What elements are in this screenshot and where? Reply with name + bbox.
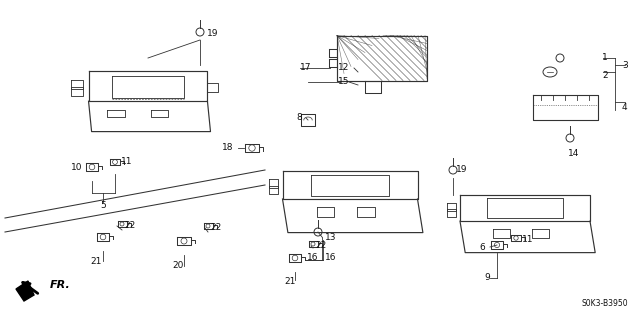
Text: 15: 15 — [338, 78, 349, 86]
Text: S0K3-B3950: S0K3-B3950 — [581, 299, 628, 308]
Text: 8: 8 — [296, 114, 302, 122]
Text: 16: 16 — [307, 254, 319, 263]
Text: 16: 16 — [325, 253, 337, 262]
Text: 19: 19 — [207, 28, 218, 38]
Text: 1: 1 — [602, 53, 608, 62]
Text: 18: 18 — [221, 144, 233, 152]
Text: 22: 22 — [210, 224, 221, 233]
Text: 17: 17 — [300, 63, 312, 72]
Text: 6: 6 — [479, 242, 485, 251]
Text: 13: 13 — [325, 233, 337, 241]
Text: 22: 22 — [124, 221, 135, 231]
Text: 12: 12 — [338, 63, 349, 72]
Text: 11: 11 — [522, 235, 534, 244]
Polygon shape — [16, 281, 34, 301]
Text: 14: 14 — [568, 149, 579, 158]
Text: 9: 9 — [484, 273, 490, 283]
Text: 5: 5 — [100, 202, 106, 211]
Text: 20: 20 — [172, 262, 184, 271]
Text: 3: 3 — [622, 62, 628, 70]
Text: 19: 19 — [456, 166, 467, 174]
Text: 22: 22 — [315, 241, 326, 250]
Text: 2: 2 — [602, 70, 607, 79]
Text: 11: 11 — [121, 158, 132, 167]
Text: FR.: FR. — [50, 280, 71, 290]
Text: 21: 21 — [284, 277, 296, 286]
Text: 4: 4 — [622, 103, 628, 113]
Text: 21: 21 — [90, 256, 102, 265]
Text: 10: 10 — [70, 162, 82, 172]
